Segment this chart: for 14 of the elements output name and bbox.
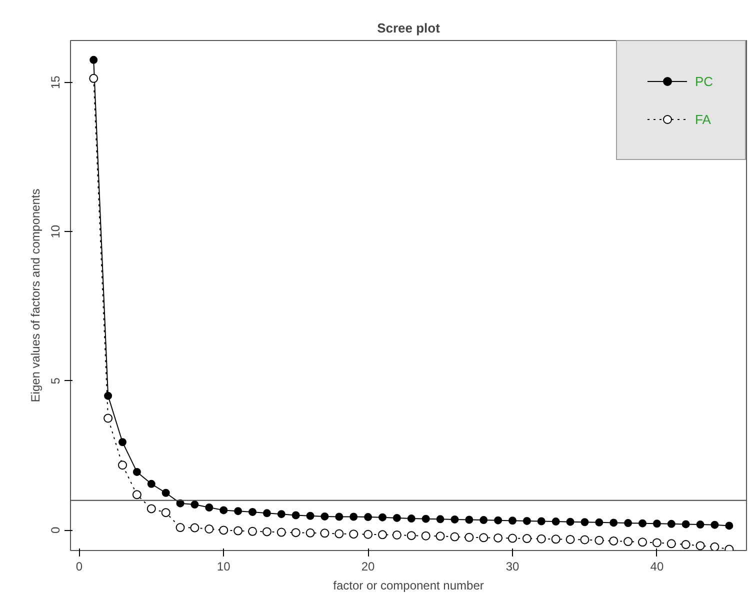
y-tick-label: 10 xyxy=(48,224,62,238)
y-tick-label: 15 xyxy=(48,75,62,89)
y-tick-label: 0 xyxy=(48,526,62,534)
y-axis-title: Eigen values of factors and components xyxy=(28,188,42,402)
x-axis-title: factor or component number xyxy=(333,578,484,592)
x-tick-label: 10 xyxy=(216,560,231,574)
chart-title: Scree plot xyxy=(377,20,441,36)
x-tick-label: 30 xyxy=(506,560,520,574)
x-tick-label: 20 xyxy=(361,560,376,574)
y-tick-label: 5 xyxy=(48,377,62,384)
x-tick-label: 0 xyxy=(76,560,83,574)
x-tick-label: 40 xyxy=(650,560,664,574)
legend-label: FA xyxy=(695,112,712,126)
legend-label: PC xyxy=(695,74,714,88)
